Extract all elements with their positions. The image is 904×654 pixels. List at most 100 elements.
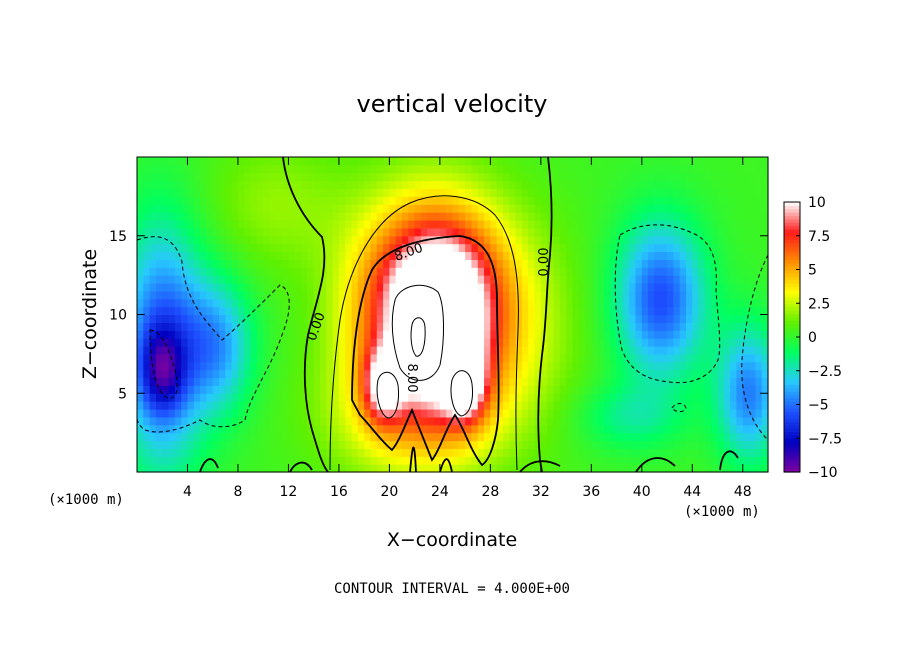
field-cell bbox=[206, 180, 214, 190]
field-cell bbox=[237, 275, 245, 284]
field-cell bbox=[547, 456, 555, 465]
field-cell bbox=[673, 204, 681, 213]
field-cell bbox=[414, 322, 422, 331]
field-cell bbox=[698, 172, 706, 182]
field-cell bbox=[162, 267, 170, 276]
field-cell bbox=[528, 235, 536, 245]
field-cell bbox=[698, 283, 706, 292]
field-cell bbox=[749, 275, 756, 284]
field-cell bbox=[174, 314, 182, 323]
field-cell bbox=[408, 157, 416, 166]
field-cell bbox=[654, 196, 662, 205]
field-cell bbox=[698, 361, 706, 371]
field-cell bbox=[566, 322, 573, 331]
field-cell bbox=[648, 188, 656, 197]
field-cell bbox=[237, 283, 245, 292]
field-cell bbox=[610, 393, 618, 402]
field-cell bbox=[566, 157, 573, 166]
field-cell bbox=[376, 424, 384, 434]
field-cell bbox=[219, 456, 226, 465]
field-cell bbox=[168, 424, 176, 434]
field-cell bbox=[603, 393, 611, 402]
field-cell bbox=[458, 338, 466, 347]
field-cell bbox=[635, 416, 643, 426]
field-cell bbox=[351, 353, 359, 363]
field-cell bbox=[458, 409, 466, 418]
field-cell bbox=[402, 377, 409, 386]
field-cell bbox=[193, 464, 201, 473]
field-cell bbox=[345, 464, 353, 473]
field-cell bbox=[155, 409, 163, 418]
field-cell bbox=[673, 172, 681, 182]
field-cell bbox=[585, 298, 592, 308]
field-cell bbox=[521, 314, 529, 323]
field-cell bbox=[332, 440, 340, 449]
field-cell bbox=[496, 157, 504, 166]
field-cell bbox=[206, 235, 214, 245]
field-cell bbox=[364, 369, 372, 379]
field-cell bbox=[370, 157, 378, 166]
field-cell bbox=[231, 196, 239, 205]
field-cell bbox=[572, 196, 580, 205]
colorbar-tick-label: −7.5 bbox=[808, 431, 842, 447]
field-cell bbox=[509, 456, 517, 465]
field-cell bbox=[585, 283, 592, 292]
field-cell bbox=[187, 314, 195, 323]
colorbar-segment bbox=[784, 222, 800, 227]
field-cell bbox=[376, 164, 384, 174]
field-cell bbox=[736, 338, 744, 347]
field-cell bbox=[585, 338, 592, 347]
field-cell bbox=[496, 275, 504, 284]
field-cell bbox=[402, 322, 409, 331]
field-cell bbox=[225, 314, 233, 323]
field-cell bbox=[332, 243, 340, 253]
field-cell bbox=[187, 464, 195, 473]
field-cell bbox=[395, 338, 403, 347]
field-cell bbox=[282, 157, 290, 166]
field-cell bbox=[528, 212, 536, 221]
field-cell bbox=[578, 259, 586, 268]
field-cell bbox=[301, 346, 308, 355]
field-cell bbox=[698, 385, 706, 394]
field-cell bbox=[717, 330, 725, 339]
field-cell bbox=[143, 220, 151, 229]
field-cell bbox=[149, 172, 157, 182]
field-cell bbox=[237, 353, 245, 363]
field-cell bbox=[698, 180, 706, 190]
field-cell bbox=[452, 196, 460, 205]
field-cell bbox=[477, 456, 485, 465]
field-cell bbox=[578, 196, 586, 205]
field-cell bbox=[263, 235, 271, 245]
field-cell bbox=[149, 369, 157, 379]
field-cell bbox=[597, 220, 605, 229]
field-cell bbox=[351, 424, 359, 434]
field-cell bbox=[553, 298, 561, 308]
field-cell bbox=[149, 456, 157, 465]
field-cell bbox=[566, 212, 573, 221]
field-cell bbox=[414, 227, 422, 237]
field-cell bbox=[395, 290, 403, 300]
field-cell bbox=[383, 290, 390, 300]
field-cell bbox=[679, 432, 687, 442]
field-cell bbox=[667, 283, 674, 292]
field-cell bbox=[540, 275, 548, 284]
field-cell bbox=[528, 361, 536, 371]
contour-left-lobe bbox=[376, 371, 399, 419]
field-cell bbox=[547, 385, 555, 394]
field-cell bbox=[484, 424, 491, 434]
field-cell bbox=[730, 180, 738, 190]
field-cell bbox=[553, 456, 561, 465]
field-cell bbox=[225, 172, 233, 182]
field-cell bbox=[660, 314, 668, 323]
field-cell bbox=[338, 157, 346, 166]
field-cell bbox=[446, 409, 454, 418]
field-cell bbox=[496, 432, 504, 442]
field-cell bbox=[477, 157, 485, 166]
field-cell bbox=[610, 353, 618, 363]
field-cell bbox=[509, 283, 517, 292]
field-cell bbox=[433, 188, 441, 197]
field-cell bbox=[547, 338, 555, 347]
field-cell bbox=[477, 243, 485, 253]
field-cell bbox=[446, 464, 454, 473]
field-cell bbox=[345, 235, 353, 245]
